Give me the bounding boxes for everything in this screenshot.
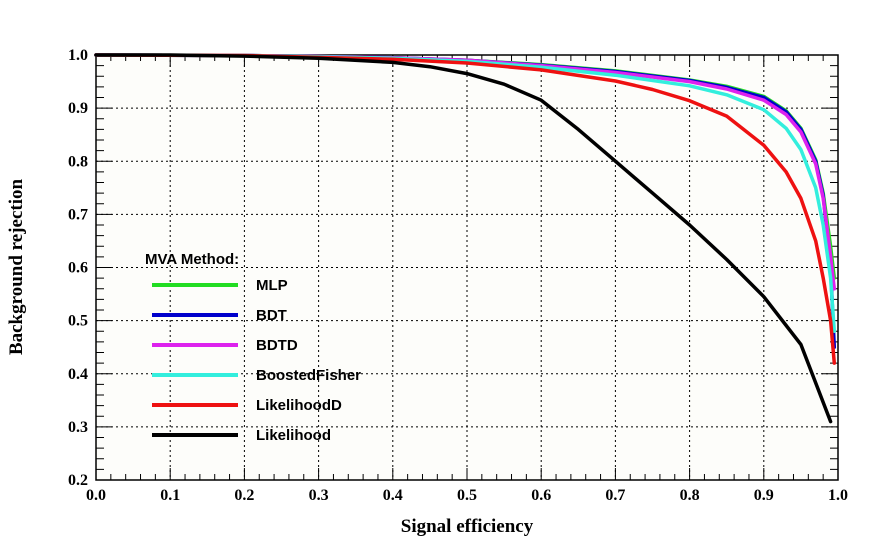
legend-label-boostedfisher: BoostedFisher	[256, 367, 361, 384]
y-axis-title: Background rejection	[6, 179, 27, 356]
y-tick-label: 0.3	[68, 419, 88, 436]
legend-label-bdt: BDT	[256, 307, 287, 324]
x-tick-label: 0.7	[605, 487, 625, 504]
y-tick-label: 0.8	[68, 153, 88, 170]
x-tick-label: 0.0	[86, 487, 106, 504]
y-tick-label: 0.4	[68, 366, 88, 383]
x-tick-label: 0.4	[383, 487, 403, 504]
x-tick-label: 0.1	[160, 487, 180, 504]
y-tick-label: 0.5	[68, 313, 88, 330]
x-tick-label: 0.5	[457, 487, 477, 504]
y-tick-label: 0.7	[68, 206, 88, 223]
tick-labels: 0.0 0.1 0.2 0.3 0.4 0.5 0.6 0.7 0.8 0.9 1.0 0.2 0.3 0…	[68, 47, 848, 504]
series-line-likelihoodd	[94, 53, 837, 365]
legend-label-mlp: MLP	[256, 277, 288, 294]
series-line-likelihood	[94, 53, 833, 424]
x-tick-label: 0.6	[531, 487, 551, 504]
legend-title: MVA Method:	[145, 251, 239, 268]
x-axis-title: Signal efficiency	[401, 516, 534, 537]
grid-lines	[96, 55, 838, 480]
legend-label-bdtd: BDTD	[256, 337, 298, 354]
y-tick-label: 0.2	[68, 472, 88, 489]
legend-label-likelihood: Likelihood	[256, 427, 331, 444]
y-tick-label: 1.0	[68, 47, 88, 64]
x-tick-label: 0.3	[309, 487, 329, 504]
x-tick-label: 0.9	[754, 487, 774, 504]
y-tick-label: 0.6	[68, 260, 88, 277]
x-tick-label: 0.8	[680, 487, 700, 504]
legend: MVA Method: MLP BDT BDTD BoostedFisher Likel…	[145, 251, 361, 444]
x-tick-label: 0.2	[234, 487, 254, 504]
y-tick-label: 0.9	[68, 100, 88, 117]
series-curves	[94, 53, 837, 424]
legend-label-likelihoodd: LikelihoodD	[256, 397, 342, 414]
x-tick-label: 1.0	[828, 487, 848, 504]
